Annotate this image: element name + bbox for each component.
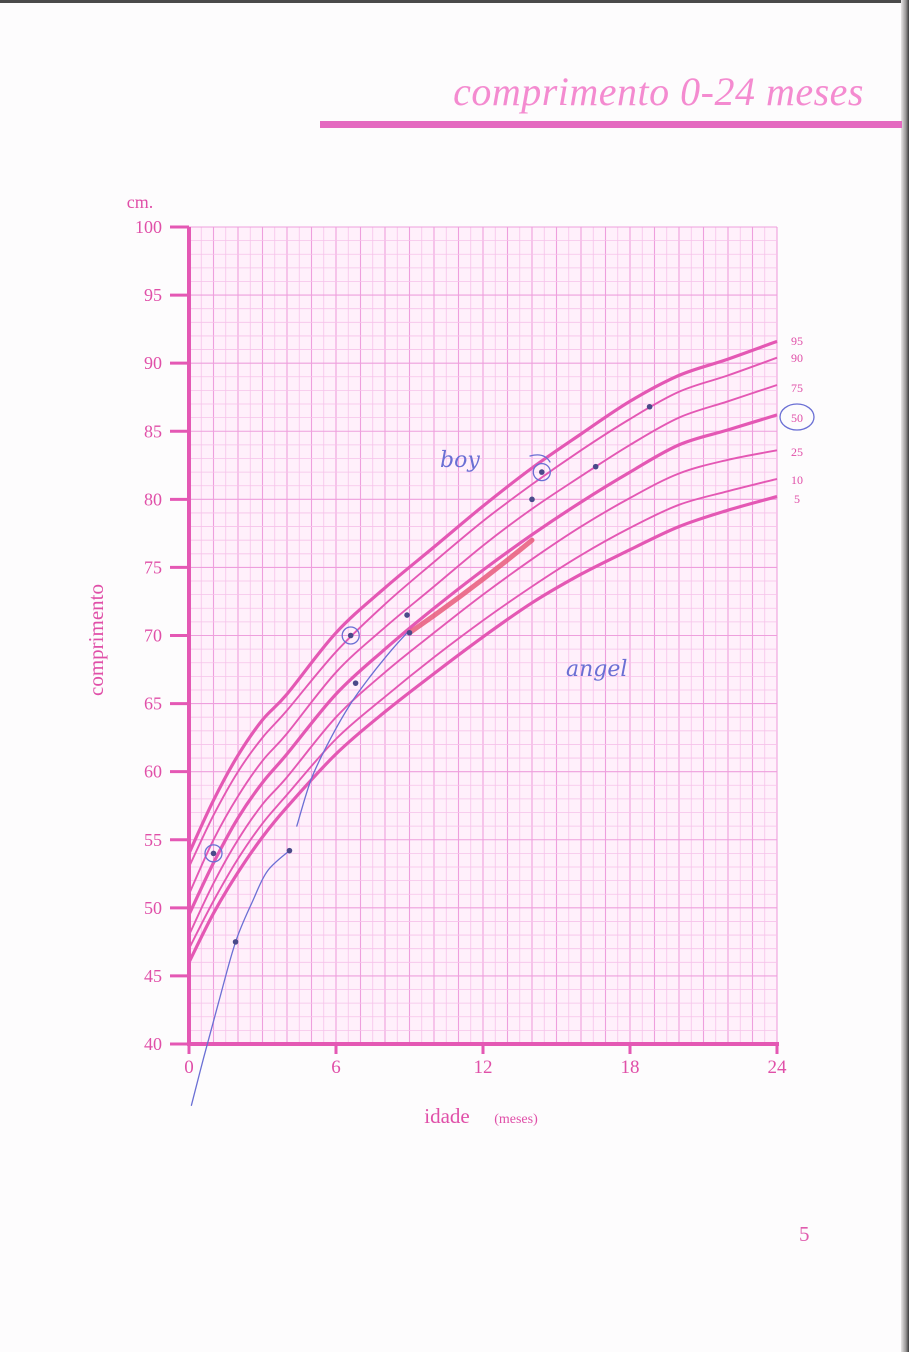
percentile-label-p5: 5: [794, 492, 800, 506]
percentile-label-p25: 25: [791, 445, 803, 459]
percentile-curves: [187, 339, 778, 964]
y-tick-label: 45: [144, 966, 162, 986]
plotted-point-circle: [341, 626, 360, 645]
x-axis-unit: (meses): [494, 1112, 538, 1127]
percentile-curve-p90: [188, 356, 778, 868]
y-tick-label: 70: [144, 626, 162, 646]
plotted-point: [347, 632, 354, 639]
percentile-curve-p75: [188, 384, 778, 895]
page-number: 5: [799, 1222, 810, 1246]
y-tick-label: 50: [144, 898, 162, 918]
plotted-point: [539, 469, 545, 475]
percentile-curve-p5: [187, 495, 778, 964]
plotted-point: [352, 680, 359, 686]
plotted-point-circle: [532, 462, 551, 482]
handwritten-arrow: [529, 454, 551, 463]
plotted-point: [406, 629, 413, 636]
plotted-point: [210, 850, 217, 857]
x-tick-label: 24: [768, 1057, 788, 1078]
y-axis-label: comprimento: [84, 584, 108, 696]
percentile-label-p90: 90: [791, 351, 803, 365]
percentile-label-p50: 50: [791, 411, 803, 425]
percentile-curve-p25: [188, 449, 778, 936]
percentile-curve-p50: [187, 413, 778, 916]
plotted-point: [529, 496, 535, 503]
circle-around-p50: [779, 403, 815, 431]
chart-axes: [170, 225, 779, 1054]
y-tick-label: 95: [144, 285, 162, 305]
x-tick-label: 6: [331, 1057, 341, 1078]
y-tick-label: 40: [144, 1034, 162, 1054]
red-pen-segment: [407, 537, 535, 636]
plotted-point-circle: [204, 844, 223, 863]
plotted-point: [592, 463, 599, 470]
y-unit-label: cm.: [127, 192, 154, 212]
plotted-point: [286, 847, 293, 854]
y-tick-label: 55: [144, 830, 162, 850]
plotted-point: [404, 612, 410, 618]
handwriting-boy: boy: [440, 448, 480, 473]
percentile-curve-p95: [187, 339, 778, 855]
page-top-edge: [0, 0, 909, 3]
y-tick-label: 80: [144, 489, 162, 509]
handwriting-angel: angel: [566, 657, 627, 682]
y-tick-label: 75: [144, 557, 162, 577]
x-tick-label: 12: [474, 1057, 493, 1078]
chart-labels: 40 45 50 55 60 65 70 75 80 85 90 95 100 0 6 12 18 24 cm. co…: [84, 192, 803, 1128]
x-tick-label: 18: [621, 1057, 640, 1078]
y-tick-label: 100: [135, 217, 162, 237]
blue-pen-curve-2: [296, 632, 408, 827]
title-rule: [320, 121, 902, 128]
percentile-label-p75: 75: [791, 381, 803, 395]
handwritten-marks: boy angel: [190, 403, 815, 1106]
x-tick-label: 0: [184, 1057, 194, 1078]
page-title: comprimento 0-24 meses: [453, 69, 864, 114]
percentile-label-p10: 10: [791, 473, 803, 487]
y-tick-label: 65: [144, 694, 162, 714]
x-axis-label: idade: [424, 1104, 469, 1128]
percentile-label-p95: 95: [791, 334, 803, 348]
percentile-curve-p10: [188, 477, 778, 950]
y-tick-label: 60: [144, 762, 162, 782]
plotted-point: [646, 403, 653, 410]
y-tick-label: 90: [144, 353, 162, 373]
plotted-point: [232, 939, 239, 945]
page-spine-edge: [901, 0, 909, 1352]
y-tick-label: 85: [144, 421, 162, 441]
